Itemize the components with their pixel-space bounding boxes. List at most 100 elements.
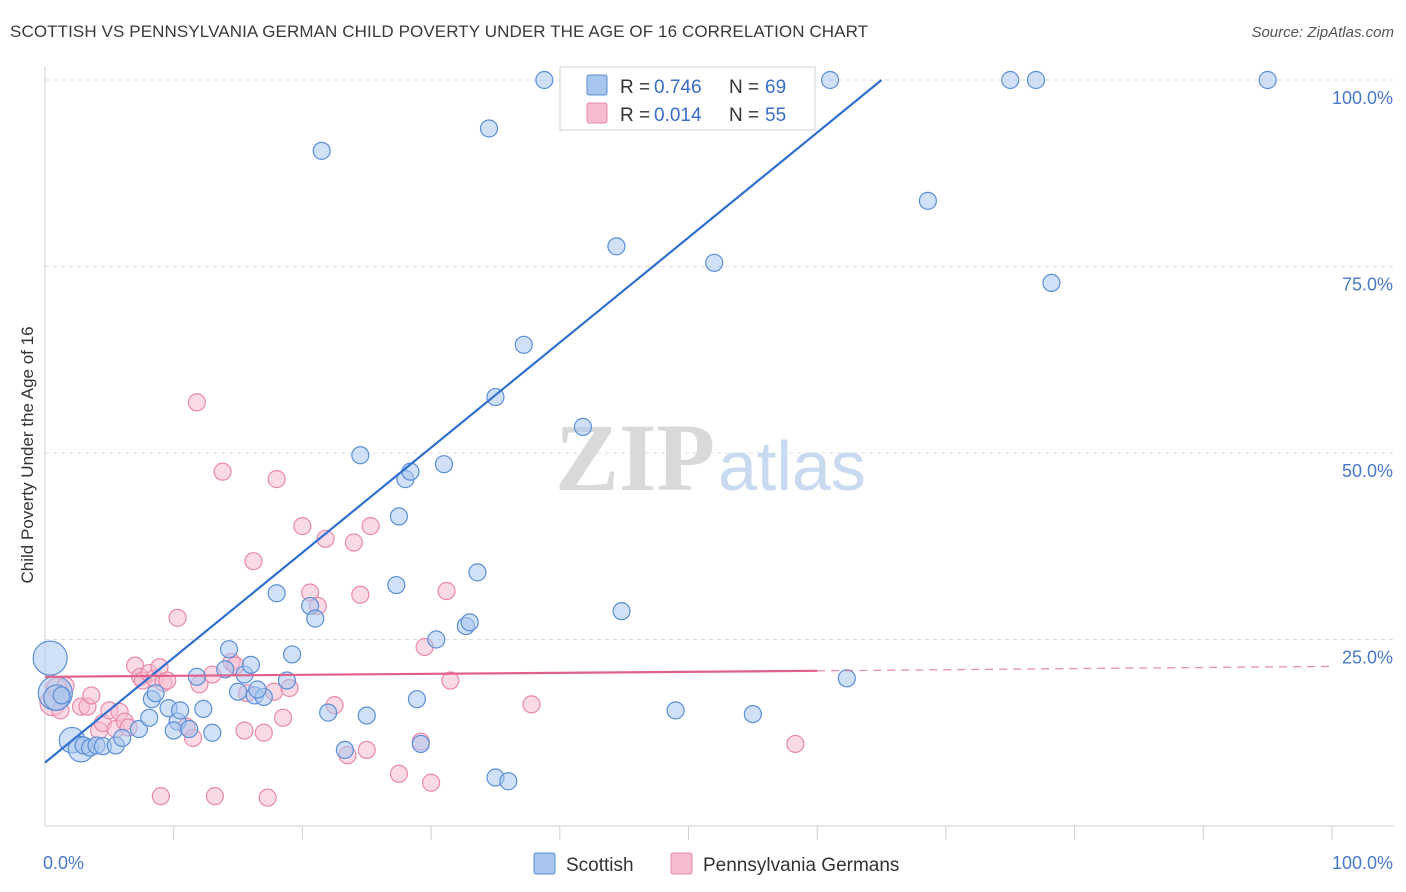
scottish-point-41 [357,706,376,725]
legend-swatch-scottish [586,74,608,96]
watermark: ZIP atlas [555,404,866,511]
legend-n-label-scottish: N = [729,77,759,98]
scottish-point-11 [113,728,132,748]
pg-point-22 [151,787,170,806]
scottish-point-53 [479,119,499,138]
pg-trend-line-extension [817,665,1333,672]
legend-n-value-pg: 55 [765,105,786,126]
pg-point-49 [351,585,370,604]
scottish-point-42 [387,575,406,595]
scottish-point-73 [1042,273,1061,293]
scottish-point-24 [216,660,235,679]
scottish-point-23 [203,723,222,742]
scottish-point-46 [407,690,427,709]
bottom-legend-label-scottish: Scottish [566,855,634,876]
scottish-point-65 [705,253,724,272]
legend-r-value-pg: 0.014 [654,105,702,126]
legend-r-value-scottish: 0.746 [654,77,702,98]
scottish-point-34 [283,645,302,664]
scottish-point-72 [1026,70,1046,90]
scottish-point-62 [612,602,631,621]
scottish-point-20 [180,719,199,739]
chart-title: SCOTTISH VS PENNSYLVANIA GERMAN CHILD PO… [10,22,869,41]
scottish-point-25 [219,640,239,659]
pg-point-59 [786,734,805,754]
scottish-point-69 [837,669,856,688]
scottish-point-15 [146,684,165,703]
scottish-point-22 [194,699,213,718]
scottish-point-38 [319,703,338,722]
pg-point-57 [441,671,460,690]
scottish-point-70 [918,191,937,210]
legend-n-label-pg: N = [729,105,759,126]
legend-swatch-pg [586,102,608,124]
scottish-point-43 [389,507,409,526]
scottish-point-49 [427,630,446,649]
pg-point-36 [254,723,273,742]
trend-lines [44,79,1333,764]
scottish-point-32 [267,584,286,603]
scottish-point-58 [535,70,554,90]
bottom-legend-swatch-scottish [533,852,556,875]
pg-point-30 [213,462,232,481]
pg-point-33 [235,721,254,740]
legend: R = 0.746 N = 69 R = 0.014 N = 55 [559,66,816,131]
pg-point-40 [273,708,293,727]
scottish-point-74 [1258,70,1277,90]
bottom-legend-label-pg: Pennsylvania Germans [703,855,899,876]
pg-point-51 [361,517,380,536]
scottish-point-31 [248,680,267,699]
pg-point-48 [344,533,363,552]
x-tick-label-max: 100.0% [1332,853,1393,873]
pg-point-55 [422,773,441,792]
pg-point-39 [267,470,286,489]
pg-point-58 [522,695,541,714]
legend-r-label-scottish: R = [620,77,650,98]
legend-r-label-pg: R = [620,105,650,126]
axis-ticks: 25.0% 50.0% 75.0% 100.0% 0.0% 100.0% [43,88,1393,873]
pg-point-42 [293,517,312,536]
scottish-point-63 [666,701,685,720]
y-axis-label: Child Poverty Under the Age of 16 [18,326,37,583]
scottish-point-51 [460,613,479,632]
bottom-legend-swatch-pg [670,852,693,875]
scottish-point-39 [335,740,354,760]
pg-point-56 [437,581,456,601]
pg-point-37 [258,788,277,807]
pg-point-26 [187,393,206,412]
scottish-point-60 [573,417,593,436]
scottish-point-61 [607,237,626,256]
pg-trend-line [44,669,818,678]
scottish-point-47 [434,455,454,474]
source-label: Source: ZipAtlas.com [1251,24,1394,41]
scottish-point-0 [32,640,68,676]
scottish-point-26 [228,682,248,701]
pg-point-29 [205,787,224,806]
y-tick-label-25: 25.0% [1342,648,1393,668]
pg-point-23 [168,608,187,627]
y-tick-label-100: 100.0% [1332,88,1393,108]
pg-point-50 [357,740,376,760]
scottish-point-21 [187,667,206,686]
scottish-point-56 [499,772,518,791]
scottish-point-12 [129,719,149,739]
scottish-point-13 [140,708,159,727]
scottish-point-48 [411,734,430,754]
scottish-point-36 [306,609,325,628]
scottish-point-18 [171,701,190,720]
scottish-point-3 [52,686,71,705]
pg-point-52 [389,764,409,783]
y-tick-label-75: 75.0% [1342,275,1393,295]
scottish-point-66 [743,704,762,724]
y-tick-label-50: 50.0% [1342,461,1393,481]
scottish-point-71 [1001,70,1020,90]
scottish-point-40 [351,446,370,465]
scottish-point-52 [468,563,487,582]
scottish-point-57 [514,335,533,354]
scottish-trend-line [44,79,883,764]
scottish-point-19 [164,721,183,740]
watermark-atlas: atlas [718,427,866,505]
pg-point-35 [244,552,263,571]
scottish-point-37 [312,141,331,160]
